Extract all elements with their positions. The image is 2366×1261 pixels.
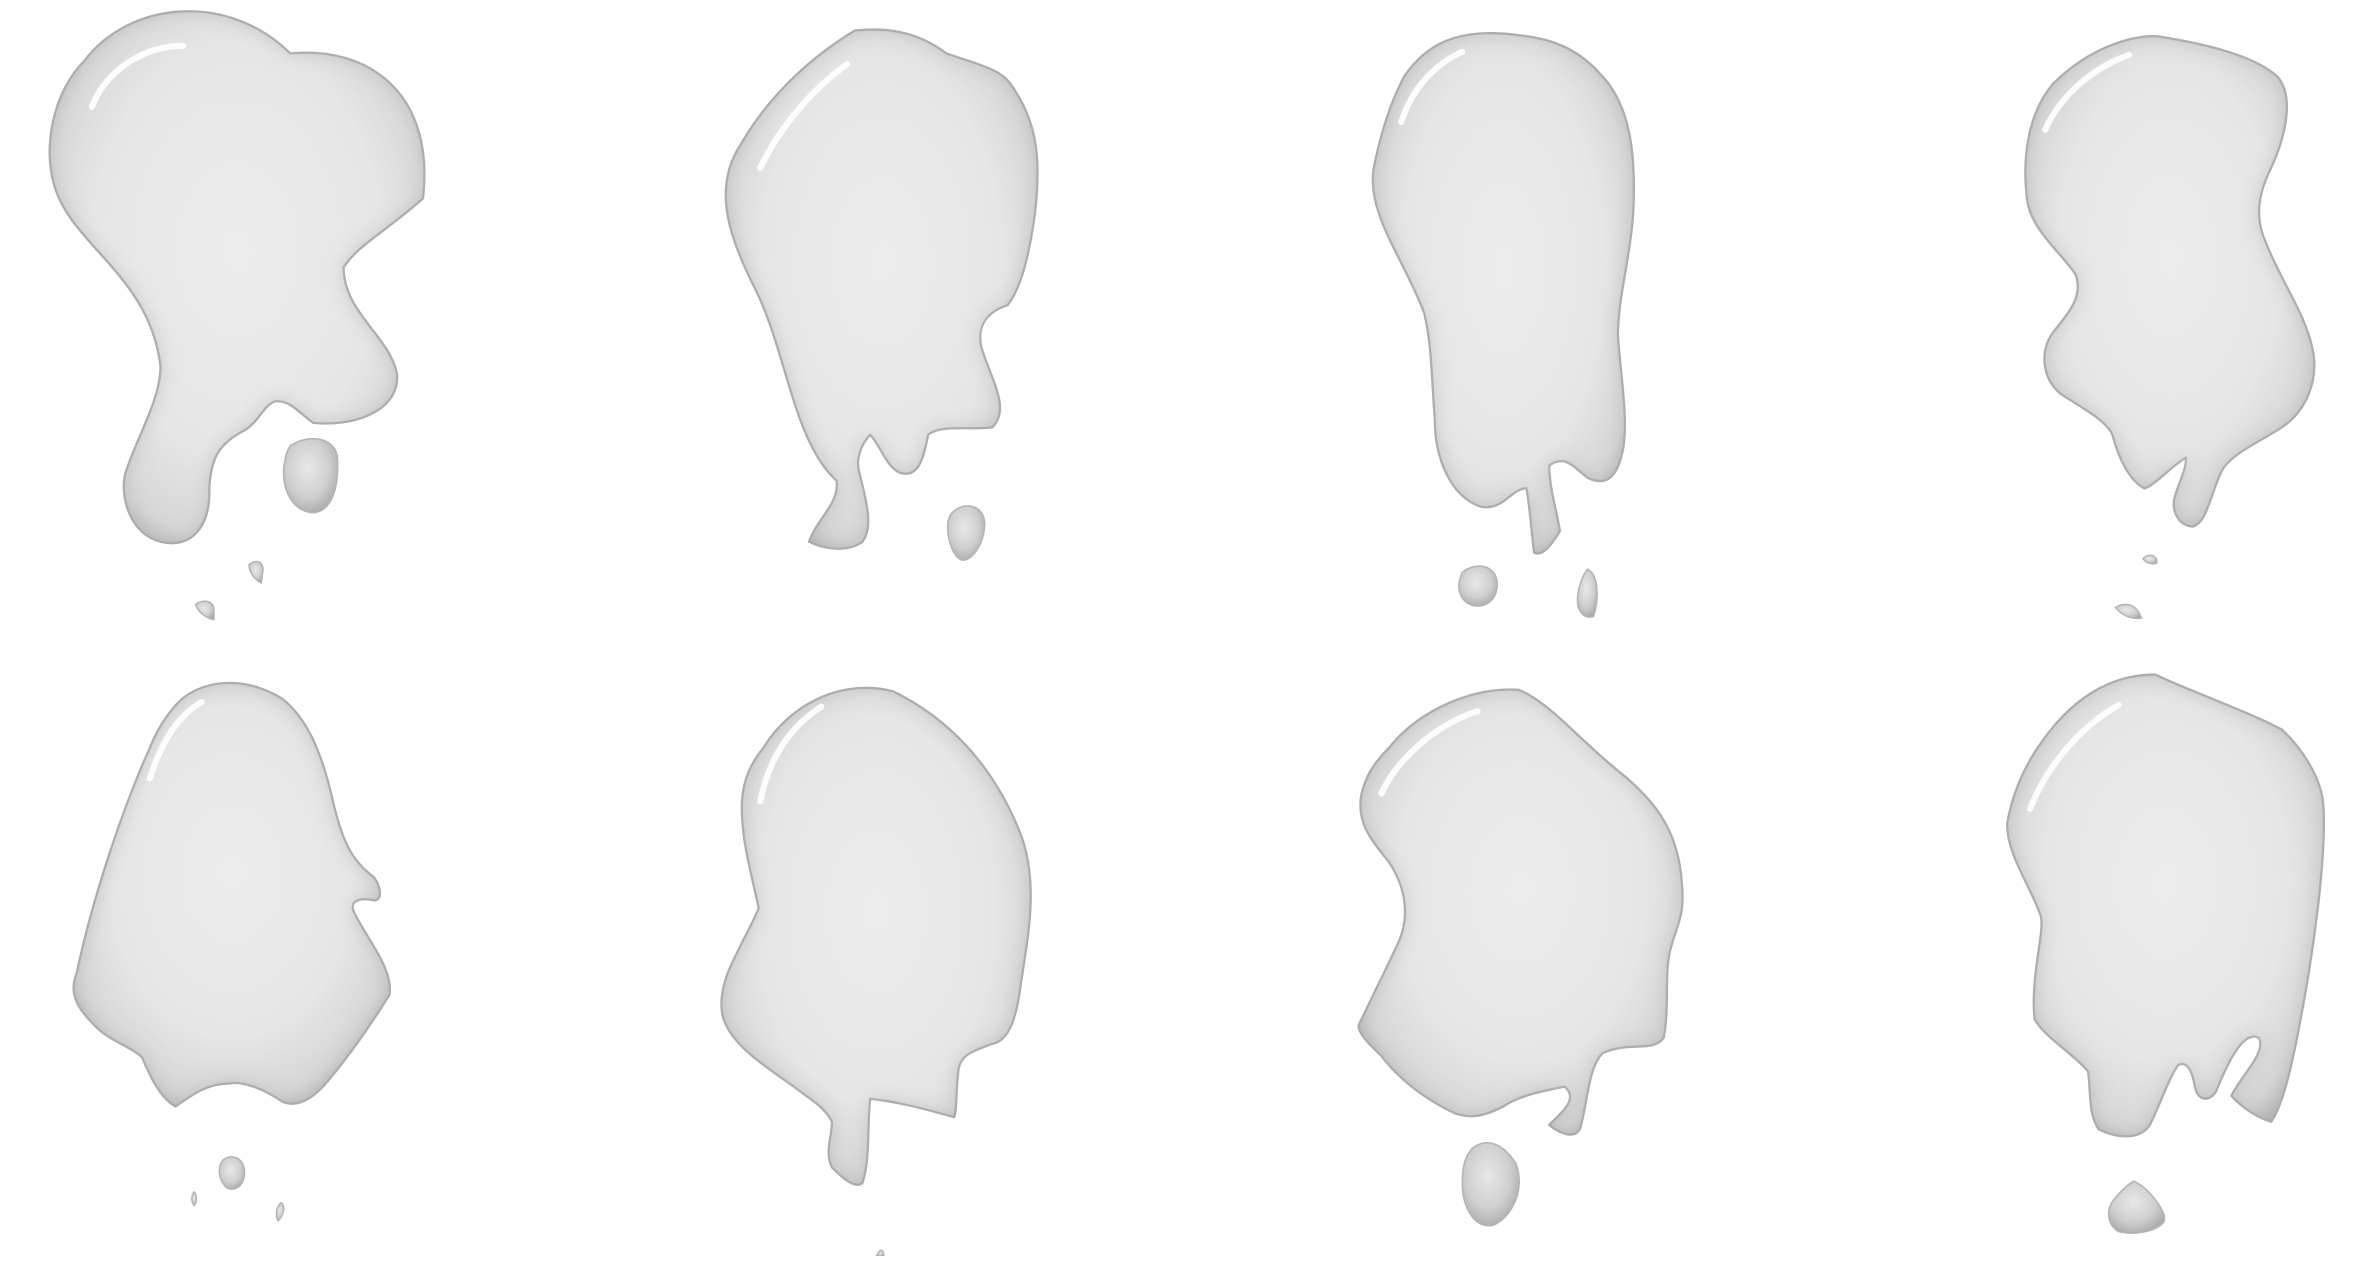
splat-8: [2005, 673, 2325, 1234]
splat-5-droplet-b: [191, 1190, 198, 1207]
splat-8-droplet-a: [2108, 1180, 2166, 1234]
splat-8-highlight: [2026, 702, 2122, 812]
splat-1-body: [48, 10, 426, 545]
splat-3-body: [1371, 31, 1636, 555]
splat-2-body: [724, 28, 1039, 550]
splat-2: [724, 28, 1039, 561]
splat-7: [1357, 688, 1684, 1227]
splat-1-highlight: [88, 42, 187, 110]
splat-5: [72, 681, 392, 1223]
splat-2-highlight: [757, 61, 851, 171]
splat-6: [720, 686, 1032, 1257]
splat-3-droplet-a: [1458, 565, 1499, 607]
splat-3: [1371, 31, 1636, 618]
splat-4: [2024, 35, 2316, 620]
splat-5-highlight: [146, 698, 205, 782]
splat-4-highlight: [2042, 51, 2133, 133]
splat-3-droplet-b: [1576, 568, 1598, 618]
splat-1: [48, 10, 426, 621]
splat-1-droplet-c: [194, 600, 215, 621]
splat-4-body: [2024, 35, 2316, 528]
splat-6-body: [720, 686, 1032, 1186]
splat-1-droplet-a: [282, 437, 339, 514]
splat-6-highlight: [757, 703, 825, 805]
splat-5-droplet-c: [275, 1201, 285, 1223]
splat-7-highlight: [1378, 708, 1481, 797]
splat-5-body: [72, 681, 392, 1108]
splat-4-droplet-a: [2141, 554, 2158, 565]
splat-6-droplet-a: [874, 1249, 885, 1257]
splat-7-droplet-a: [1461, 1142, 1520, 1227]
splat-3-highlight: [1398, 48, 1466, 126]
splat-8-body: [2005, 673, 2325, 1138]
splat-1-droplet-b: [248, 560, 264, 585]
splat-2-droplet-a: [946, 505, 986, 561]
splat-7-body: [1357, 688, 1684, 1136]
splat-5-droplet-a: [218, 1156, 246, 1190]
splat-4-droplet-b: [2114, 603, 2143, 620]
